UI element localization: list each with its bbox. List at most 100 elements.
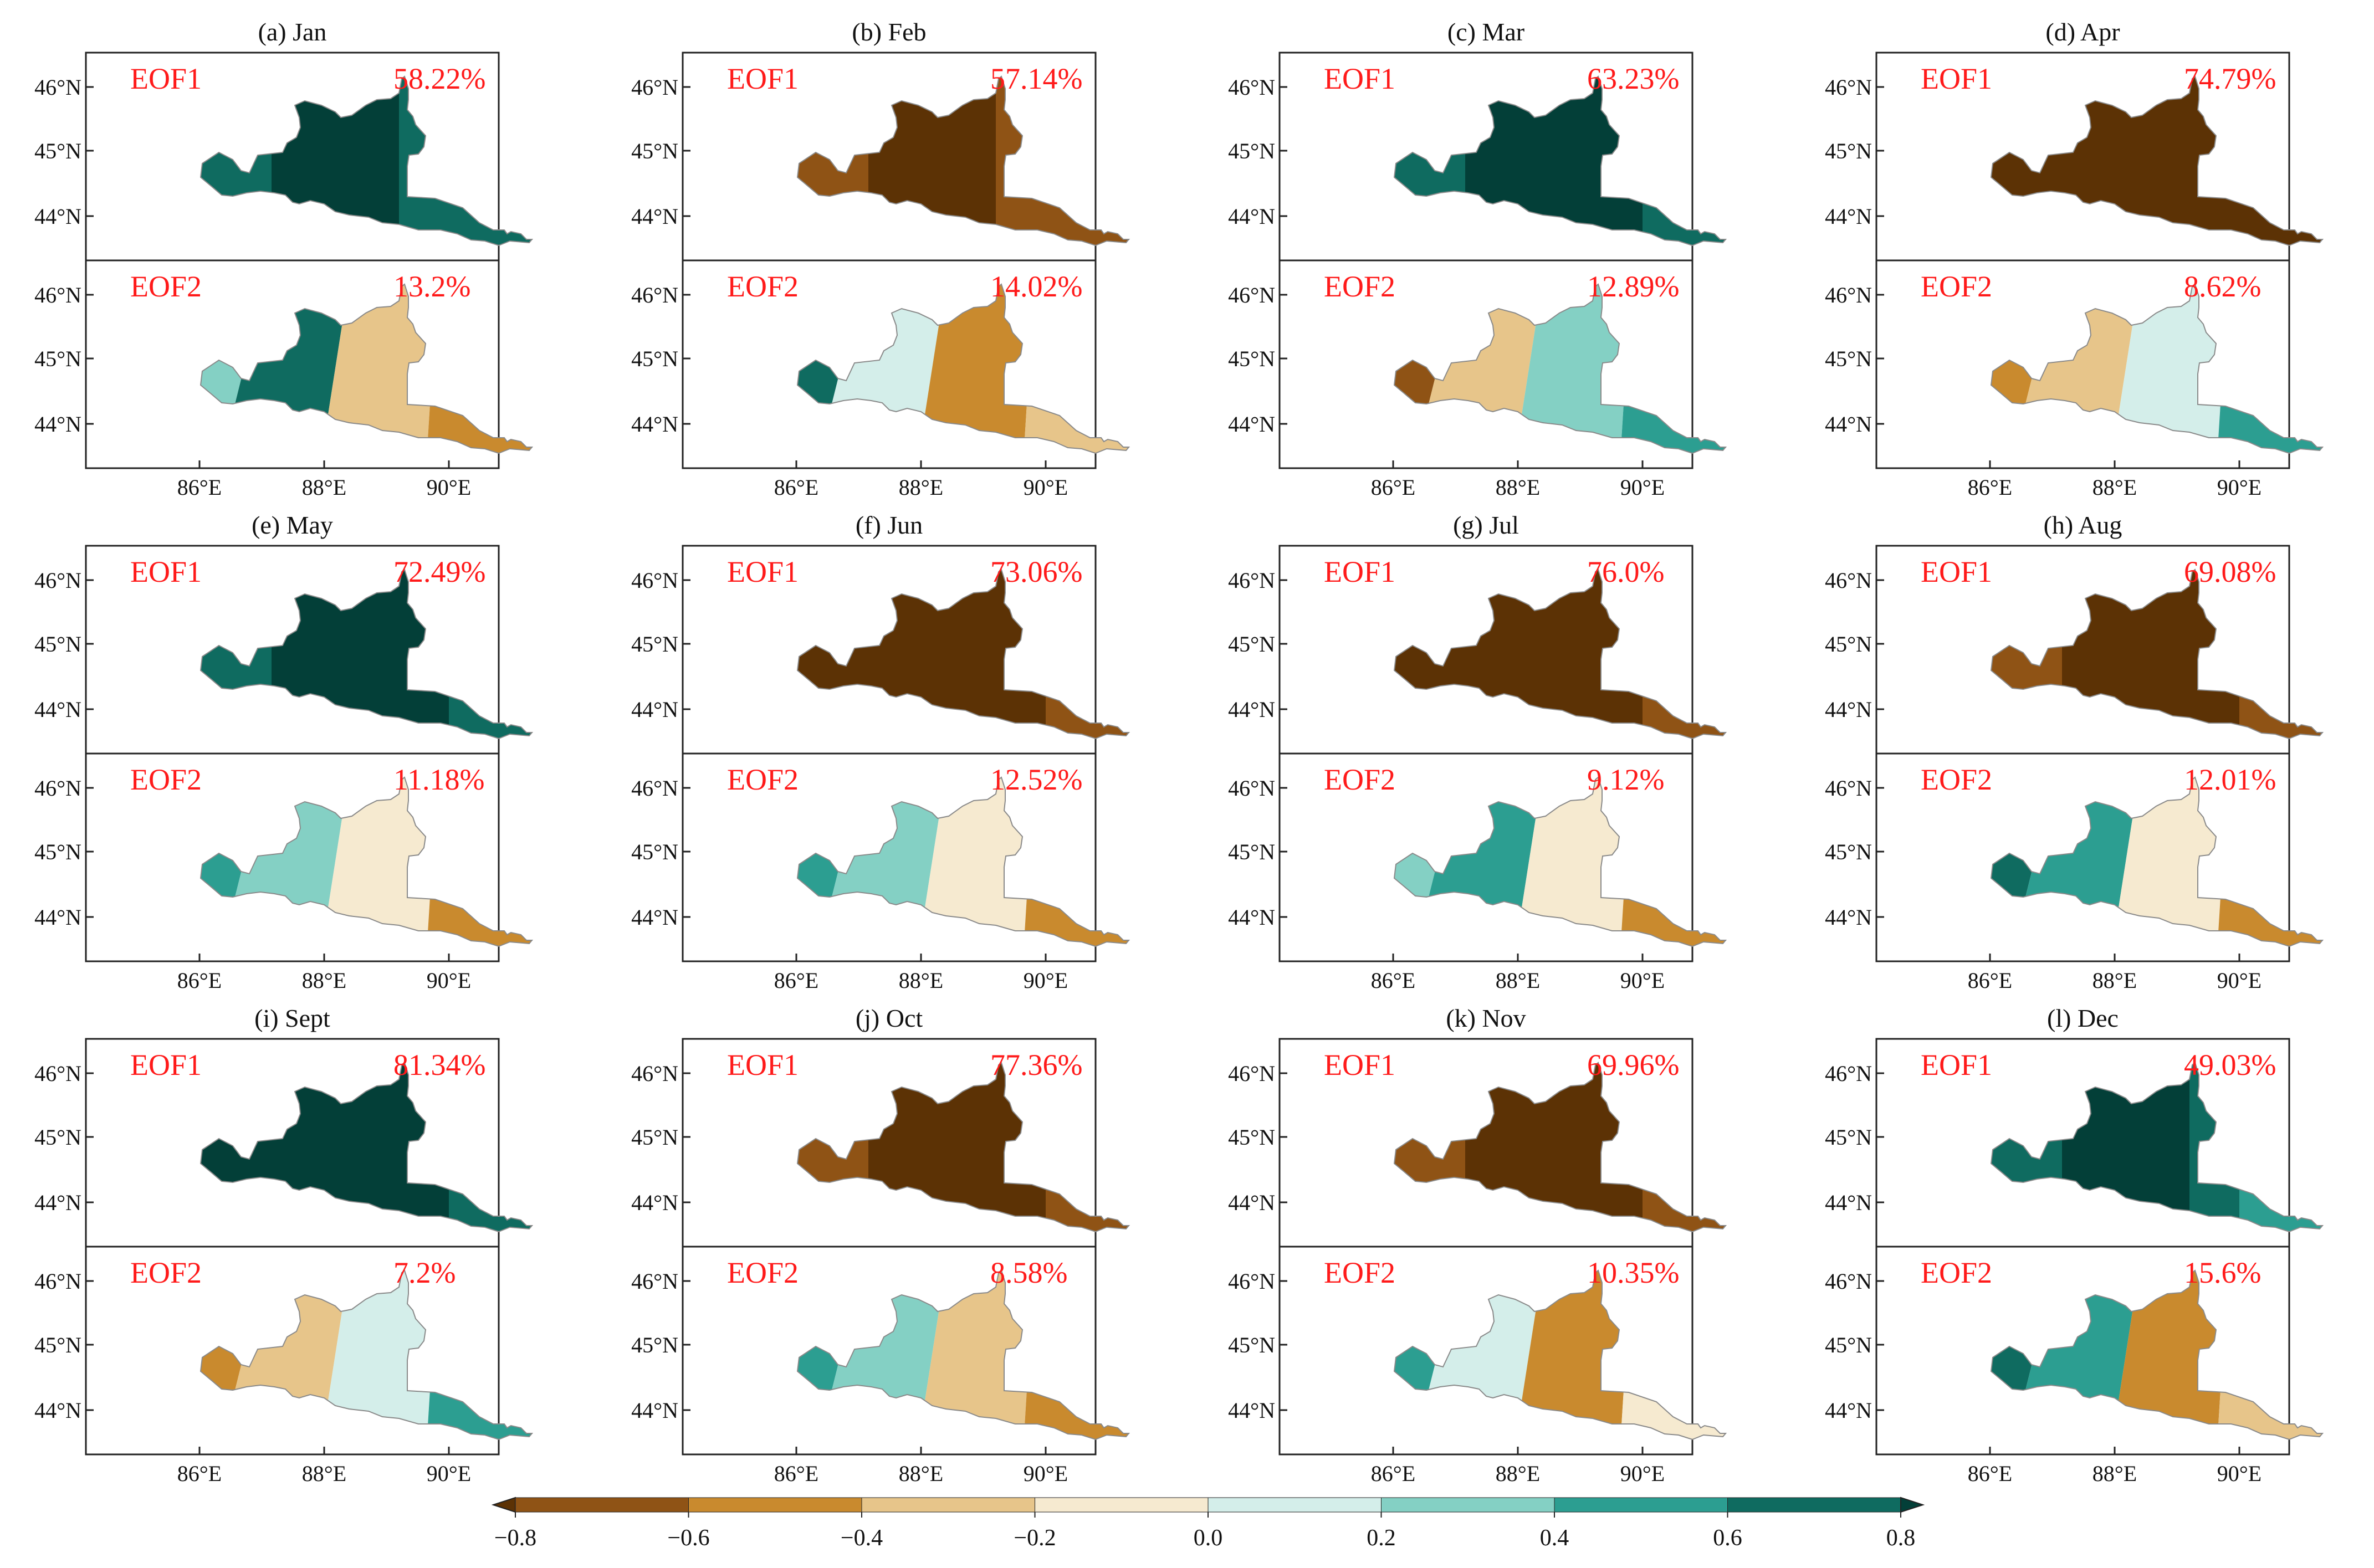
lat-tick-label: 44°N — [1228, 1398, 1275, 1423]
lat-tick-label: 45°N — [1228, 632, 1275, 657]
lat-tick-label: 44°N — [1825, 1398, 1872, 1423]
lat-tick-label: 44°N — [631, 204, 678, 229]
contour-zone — [321, 777, 438, 946]
eof1-variance: 58.22% — [393, 62, 485, 95]
contour-zone — [918, 1270, 1035, 1439]
panel-title: (b) Feb — [852, 18, 926, 46]
lon-tick-label: 86°E — [1371, 475, 1415, 500]
colorbar-tick-label: 0.0 — [1194, 1525, 1223, 1551]
map-eof1: EOF1 69.08% 44°N 45°N 46°N — [1825, 545, 2324, 755]
panel: (i) Sept EOF1 81.34% 44°N 45°N 46°N EOF2 7.2% 44… — [34, 1004, 534, 1486]
basin-outline — [796, 568, 1130, 740]
lon-tick-label: 86°E — [774, 1461, 818, 1486]
lat-tick-label: 44°N — [34, 697, 81, 722]
basin-outline — [199, 776, 534, 947]
eof2-label: EOF2 — [727, 270, 799, 303]
map-eof2: EOF2 8.58% 44°N 45°N 46°N — [631, 1246, 1130, 1456]
colorbar-segment — [861, 1497, 1035, 1513]
lon-tick-label: 90°E — [427, 475, 471, 500]
colorbar-tick-label: 0.2 — [1367, 1525, 1396, 1551]
lat-tick-label: 45°N — [34, 1333, 81, 1357]
lat-tick-label: 44°N — [34, 412, 81, 437]
eof2-label: EOF2 — [130, 1256, 202, 1289]
lat-tick-label: 44°N — [1228, 905, 1275, 930]
lat-tick-label: 46°N — [34, 568, 81, 593]
lat-tick-label: 46°N — [631, 1269, 678, 1294]
lat-tick-label: 45°N — [1825, 139, 1872, 163]
lon-tick-label: 88°E — [302, 1461, 346, 1486]
eof2-variance: 8.58% — [990, 1256, 1067, 1289]
panels-layer: (a) Jan EOF1 58.22% 44°N 45°N 46°N EOF2 13.2% 44… — [34, 18, 2324, 1486]
colorbar-segment — [515, 1497, 689, 1513]
map-eof1: EOF1 73.06% 44°N 45°N 46°N — [631, 545, 1130, 755]
eof1-variance: 72.49% — [393, 555, 485, 588]
lat-tick-label: 46°N — [1228, 1061, 1275, 1086]
contour-zone — [918, 777, 1035, 946]
panel-title: (f) Jun — [856, 511, 923, 539]
basin-outline — [1393, 568, 1727, 740]
lon-tick-label: 88°E — [302, 475, 346, 500]
lat-tick-label: 46°N — [1228, 283, 1275, 308]
panel: (j) Oct EOF1 77.36% 44°N 45°N 46°N EOF2 8.58% 44… — [631, 1004, 1130, 1486]
lat-tick-label: 45°N — [1228, 1125, 1275, 1150]
lon-tick-label: 90°E — [1024, 475, 1068, 500]
panel-title: (j) Oct — [856, 1004, 923, 1032]
panel: (h) Aug EOF1 69.08% 44°N 45°N 46°N EOF2 12.01% 4… — [1825, 511, 2324, 993]
eof1-label: EOF1 — [130, 555, 202, 588]
panel: (b) Feb EOF1 57.14% 44°N 45°N 46°N EOF2 14.02% 4… — [631, 18, 1130, 500]
eof2-label: EOF2 — [1324, 270, 1395, 303]
contour-zone — [2112, 284, 2228, 453]
map-eof1: EOF1 57.14% 44°N 45°N 46°N — [631, 52, 1130, 262]
lon-tick-label: 86°E — [177, 475, 222, 500]
lat-tick-label: 45°N — [34, 1125, 81, 1150]
eof1-label: EOF1 — [1324, 1048, 1395, 1082]
eof2-variance: 13.2% — [393, 270, 470, 303]
colorbar-high-arrow — [1900, 1497, 1925, 1513]
panel: (e) May EOF1 72.49% 44°N 45°N 46°N EOF2 11.18% 4… — [34, 511, 534, 993]
panel-title: (d) Apr — [2045, 18, 2120, 46]
colorbar-tick-label: −0.6 — [667, 1525, 709, 1551]
eof1-label: EOF1 — [1324, 555, 1395, 588]
lon-tick-label: 86°E — [177, 968, 222, 993]
lon-tick-label: 86°E — [1371, 1461, 1415, 1486]
lat-tick-label: 45°N — [1228, 346, 1275, 371]
eof1-label: EOF1 — [727, 1048, 799, 1082]
eof1-variance: 77.36% — [990, 1048, 1082, 1082]
colorbar-segment — [688, 1497, 862, 1513]
lon-tick-label: 88°E — [2092, 475, 2137, 500]
panel-title: (a) Jan — [258, 18, 327, 46]
lat-tick-label: 44°N — [1228, 204, 1275, 229]
basin-outline — [796, 1062, 1130, 1233]
lat-tick-label: 44°N — [34, 1398, 81, 1423]
lat-tick-label: 46°N — [1825, 75, 1872, 100]
lat-tick-label: 44°N — [631, 1398, 678, 1423]
lat-tick-label: 45°N — [631, 632, 678, 657]
lat-tick-label: 46°N — [1228, 75, 1275, 100]
panel-title: (h) Aug — [2044, 511, 2122, 539]
eof2-label: EOF2 — [1324, 763, 1395, 796]
map-eof1: EOF1 76.0% 44°N 45°N 46°N — [1228, 545, 1727, 755]
eof2-variance: 15.6% — [2184, 1256, 2261, 1289]
basin-outline — [1990, 1062, 2324, 1233]
contour-zone — [321, 1270, 438, 1439]
lon-tick-label: 88°E — [1496, 475, 1540, 500]
map-eof1: EOF1 63.23% 44°N 45°N 46°N — [1228, 52, 1727, 262]
panel-title: (i) Sept — [254, 1004, 330, 1032]
basin-outline — [1990, 75, 2324, 247]
lat-tick-label: 45°N — [1228, 839, 1275, 864]
lat-tick-label: 44°N — [1825, 905, 1872, 930]
eof2-label: EOF2 — [130, 270, 202, 303]
eof2-label: EOF2 — [727, 1256, 799, 1289]
eof1-variance: 76.0% — [1587, 555, 1664, 588]
eof1-variance: 73.06% — [990, 555, 1082, 588]
lat-tick-label: 45°N — [34, 632, 81, 657]
colorbar-segment — [1208, 1497, 1382, 1513]
eof2-variance: 7.2% — [393, 1256, 456, 1289]
lat-tick-label: 46°N — [631, 283, 678, 308]
map-eof2: EOF2 13.2% 44°N 45°N 46°N — [34, 259, 534, 469]
eof1-label: EOF1 — [727, 62, 799, 95]
basin-outline — [1990, 776, 2324, 947]
colorbar-tick-label: 0.6 — [1713, 1525, 1742, 1551]
map-eof2: EOF2 10.35% 44°N 45°N 46°N — [1228, 1246, 1727, 1456]
lon-tick-label: 86°E — [1968, 475, 2012, 500]
